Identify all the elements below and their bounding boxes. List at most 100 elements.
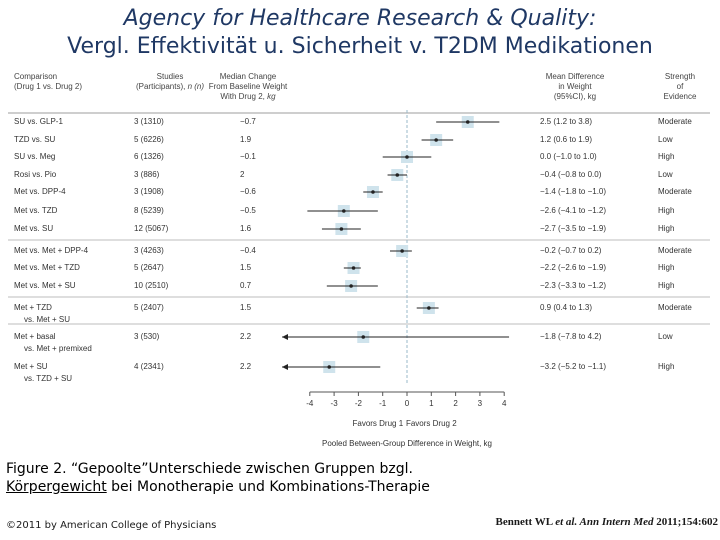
header-comparison: Comparison (Drug 1 vs. Drug 2) bbox=[14, 72, 83, 91]
x-tick-label: 3 bbox=[478, 399, 483, 408]
mean-difference-value: −1.4 (−1.8 to −1.0) bbox=[540, 187, 607, 196]
copyright-notice: ©2011 by American College of Physicians bbox=[6, 520, 217, 531]
x-tick-label: -1 bbox=[379, 399, 387, 408]
mean-difference-value: −0.4 (−0.8 to 0.0) bbox=[540, 170, 602, 179]
header-strength-of-evidence: Strength of Evidence bbox=[663, 72, 697, 101]
comparison-label-line2: vs. Met + SU bbox=[24, 315, 71, 324]
comparison-label: SU vs. GLP-1 bbox=[14, 117, 63, 126]
header-mean-difference: Mean Difference in Weight (95%CI), kg bbox=[545, 72, 605, 101]
x-tick-label: 4 bbox=[502, 399, 507, 408]
x-tick-label: -4 bbox=[306, 399, 314, 408]
favors-drug1-label: Favors Drug 1 bbox=[352, 419, 403, 428]
mean-difference-value: 0.9 (0.4 to 1.3) bbox=[540, 303, 593, 312]
citation: Bennett WL et al. Ann Intern Med 2011;15… bbox=[495, 516, 719, 528]
x-tick-label: 1 bbox=[429, 399, 434, 408]
point-estimate bbox=[327, 365, 332, 369]
studies-value: 3 (4263) bbox=[134, 246, 164, 255]
studies-value: 5 (6226) bbox=[134, 135, 164, 144]
header-median-change: Median Change From Baseline Weight With … bbox=[208, 72, 288, 101]
x-axis-title: Pooled Between-Group Difference in Weigh… bbox=[322, 439, 492, 448]
mean-difference-value: 0.0 (−1.0 to 1.0) bbox=[540, 152, 597, 161]
mean-difference-value: −2.2 (−2.6 to −1.9) bbox=[540, 263, 607, 272]
evidence-strength-value: High bbox=[658, 362, 675, 371]
figure-caption: Figure 2. “Gepoolte”Unterschiede zwische… bbox=[6, 461, 430, 495]
median-change-value: −0.1 bbox=[240, 152, 256, 161]
comparison-label: Met + SU bbox=[14, 362, 48, 371]
mean-difference-value: −2.6 (−4.1 to −1.2) bbox=[540, 206, 607, 215]
mean-difference-value: −3.2 (−5.2 to −1.1) bbox=[540, 362, 607, 371]
point-estimate bbox=[400, 249, 404, 253]
x-tick-label: -3 bbox=[331, 399, 339, 408]
point-estimate bbox=[405, 155, 409, 159]
mean-difference-value: −1.8 (−7.8 to 4.2) bbox=[540, 332, 602, 341]
evidence-strength-value: High bbox=[658, 281, 675, 290]
comparison-label: SU vs. Meg bbox=[14, 152, 56, 161]
studies-value: 3 (1310) bbox=[134, 117, 164, 126]
point-estimate bbox=[361, 335, 366, 339]
median-change-value: 1.6 bbox=[240, 224, 252, 233]
studies-value: 5 (2647) bbox=[134, 263, 164, 272]
evidence-strength-value: Low bbox=[658, 135, 673, 144]
x-tick-label: -2 bbox=[355, 399, 363, 408]
ci-arrow-left-icon bbox=[282, 334, 288, 340]
evidence-strength-value: High bbox=[658, 206, 675, 215]
mean-difference-value: −2.7 (−3.5 to −1.9) bbox=[540, 224, 607, 233]
comparison-label: Rosi vs. Pio bbox=[14, 170, 57, 179]
comparison-label: Met vs. TZD bbox=[14, 206, 58, 215]
studies-value: 5 (2407) bbox=[134, 303, 164, 312]
evidence-strength-value: Moderate bbox=[658, 117, 692, 126]
header-studies: Studies (Participants), n (n) bbox=[135, 72, 205, 91]
studies-value: 4 (2341) bbox=[134, 362, 164, 371]
point-estimate bbox=[427, 306, 431, 310]
median-change-value: 2.2 bbox=[240, 362, 252, 371]
median-change-value: 0.7 bbox=[240, 281, 252, 290]
evidence-strength-value: High bbox=[658, 152, 675, 161]
comparison-label: Met vs. SU bbox=[14, 224, 54, 233]
median-change-value: 1.5 bbox=[240, 303, 252, 312]
studies-value: 3 (886) bbox=[134, 170, 160, 179]
median-change-value: 1.5 bbox=[240, 263, 252, 272]
median-change-value: −0.7 bbox=[240, 117, 256, 126]
forest-plot: -4 -3 -2 -1 0 1 2 3 4 Favors Drug 1 Favors Drug 2 P… bbox=[8, 110, 710, 448]
studies-value: 8 (5239) bbox=[134, 206, 164, 215]
mean-difference-value: −2.3 (−3.3 to −1.2) bbox=[540, 281, 607, 290]
comparison-label: Met + TZD bbox=[14, 303, 52, 312]
evidence-strength-value: Moderate bbox=[658, 246, 692, 255]
mean-difference-value: −0.2 (−0.7 to 0.2) bbox=[540, 246, 602, 255]
comparison-label-line2: vs. Met + premixed bbox=[24, 344, 92, 353]
point-estimate bbox=[371, 190, 375, 194]
studies-value: 6 (1326) bbox=[134, 152, 164, 161]
studies-value: 10 (2510) bbox=[134, 281, 169, 290]
median-change-value: 1.9 bbox=[240, 135, 252, 144]
median-change-value: −0.6 bbox=[240, 187, 256, 196]
point-estimate bbox=[465, 120, 470, 124]
favors-drug2-label: Favors Drug 2 bbox=[406, 419, 457, 428]
x-tick-label: 0 bbox=[405, 399, 410, 408]
studies-value: 12 (5067) bbox=[134, 224, 169, 233]
mean-difference-value: 2.5 (1.2 to 3.8) bbox=[540, 117, 593, 126]
evidence-strength-value: Low bbox=[658, 170, 673, 179]
slide-title-line2: Vergl. Effektivität u. Sicherheit v. T2D… bbox=[67, 34, 653, 59]
point-estimate bbox=[395, 173, 400, 177]
comparison-label: Met vs. Met + DPP-4 bbox=[14, 246, 89, 255]
median-change-value: 2 bbox=[240, 170, 245, 179]
median-change-value: −0.4 bbox=[240, 246, 256, 255]
x-tick-label: 2 bbox=[453, 399, 458, 408]
comparison-label: Met vs. Met + TZD bbox=[14, 263, 80, 272]
point-estimate bbox=[339, 227, 344, 231]
studies-value: 3 (1908) bbox=[134, 187, 164, 196]
evidence-strength-value: Moderate bbox=[658, 303, 692, 312]
point-estimate bbox=[351, 266, 356, 270]
comparison-label: Met vs. DPP-4 bbox=[14, 187, 66, 196]
evidence-strength-value: High bbox=[658, 224, 675, 233]
evidence-strength-value: Low bbox=[658, 332, 673, 341]
mean-difference-value: 1.2 (0.6 to 1.9) bbox=[540, 135, 593, 144]
point-estimate bbox=[434, 138, 438, 142]
studies-value: 3 (530) bbox=[134, 332, 160, 341]
evidence-strength-value: High bbox=[658, 263, 675, 272]
comparison-label: Met + basal bbox=[14, 332, 56, 341]
median-change-value: −0.5 bbox=[240, 206, 256, 215]
point-estimate bbox=[349, 284, 353, 288]
point-estimate bbox=[342, 209, 346, 213]
evidence-strength-value: Moderate bbox=[658, 187, 692, 196]
